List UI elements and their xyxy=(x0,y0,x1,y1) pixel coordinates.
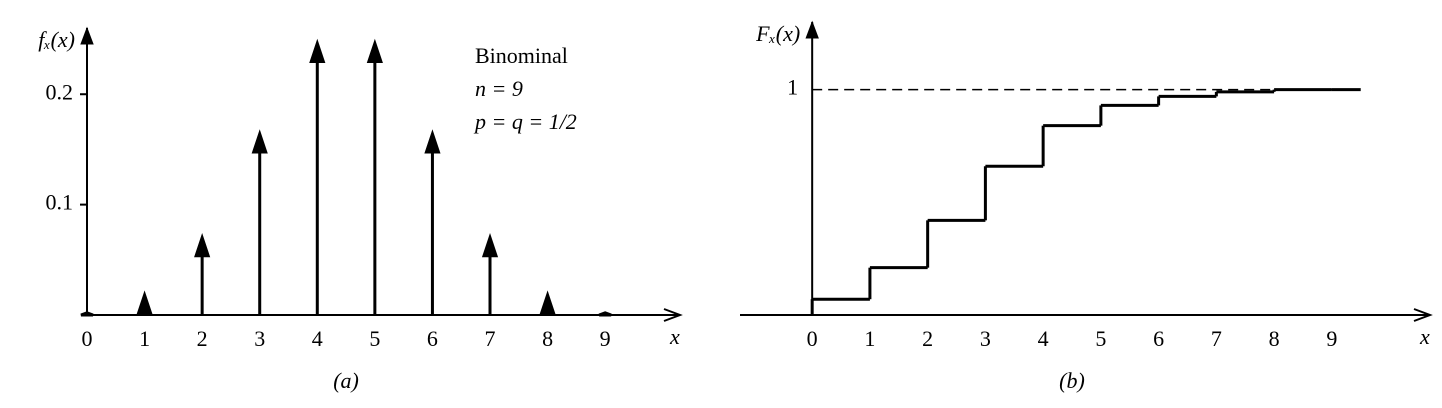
stem xyxy=(598,311,612,317)
x-tick-label: 5 xyxy=(369,326,380,351)
annotation: p = q = 1/2 xyxy=(473,109,577,134)
stem xyxy=(194,232,211,315)
x-tick-label: 3 xyxy=(254,326,265,351)
chart: Fₓ(x) x (b) 0 1 2 3 4 5 6 7 8 9 1 xyxy=(740,20,1433,393)
x-tick-label: 9 xyxy=(1326,326,1337,351)
y-tick-label: 1 xyxy=(787,75,798,100)
caption: (b) xyxy=(1059,368,1085,393)
annotation: Binominal xyxy=(475,43,568,68)
x-arrow xyxy=(663,308,683,322)
x-tick-label: 8 xyxy=(542,326,553,351)
x-tick-label: 9 xyxy=(600,326,611,351)
stem xyxy=(539,290,556,315)
x-tick-label: 2 xyxy=(197,326,208,351)
x-tick-label: 8 xyxy=(1269,326,1280,351)
y-tick-label: 0.1 xyxy=(46,190,74,215)
x-tick-label: 0 xyxy=(82,326,93,351)
y-axis-label: fₓ(x) xyxy=(38,27,75,52)
y-arrow xyxy=(80,26,94,45)
y-arrow xyxy=(805,20,819,39)
chart: fₓ(x) x (a) 0 1 2 3 4 5 6 7 8 9 0.1 0.2 Binominal n = 9 p… xyxy=(38,26,683,393)
x-tick-label: 6 xyxy=(427,326,438,351)
stem xyxy=(136,290,153,315)
y-axis-label: Fₓ(x) xyxy=(755,21,800,46)
stem xyxy=(309,38,326,315)
caption: (a) xyxy=(333,368,359,393)
x-tick-label: 0 xyxy=(807,326,818,351)
x-tick-label: 7 xyxy=(485,326,496,351)
stem xyxy=(80,311,94,317)
stem xyxy=(251,129,268,315)
x-tick-label: 3 xyxy=(980,326,991,351)
stem xyxy=(424,129,441,315)
x-tick-label: 7 xyxy=(1211,326,1222,351)
x-tick-label: 4 xyxy=(312,326,323,351)
x-tick-label: 1 xyxy=(139,326,150,351)
stem xyxy=(366,38,383,315)
x-tick-label: 1 xyxy=(864,326,875,351)
y-tick-label: 0.2 xyxy=(46,79,74,104)
x-tick-label: 6 xyxy=(1153,326,1164,351)
x-axis-label: x xyxy=(669,324,680,349)
x-tick-label: 2 xyxy=(922,326,933,351)
x-arrow xyxy=(1413,308,1433,322)
x-axis-label: x xyxy=(1419,324,1430,349)
x-tick-label: 4 xyxy=(1038,326,1049,351)
stem xyxy=(481,232,499,315)
annotation: n = 9 xyxy=(475,76,523,101)
x-tick-label: 5 xyxy=(1095,326,1106,351)
